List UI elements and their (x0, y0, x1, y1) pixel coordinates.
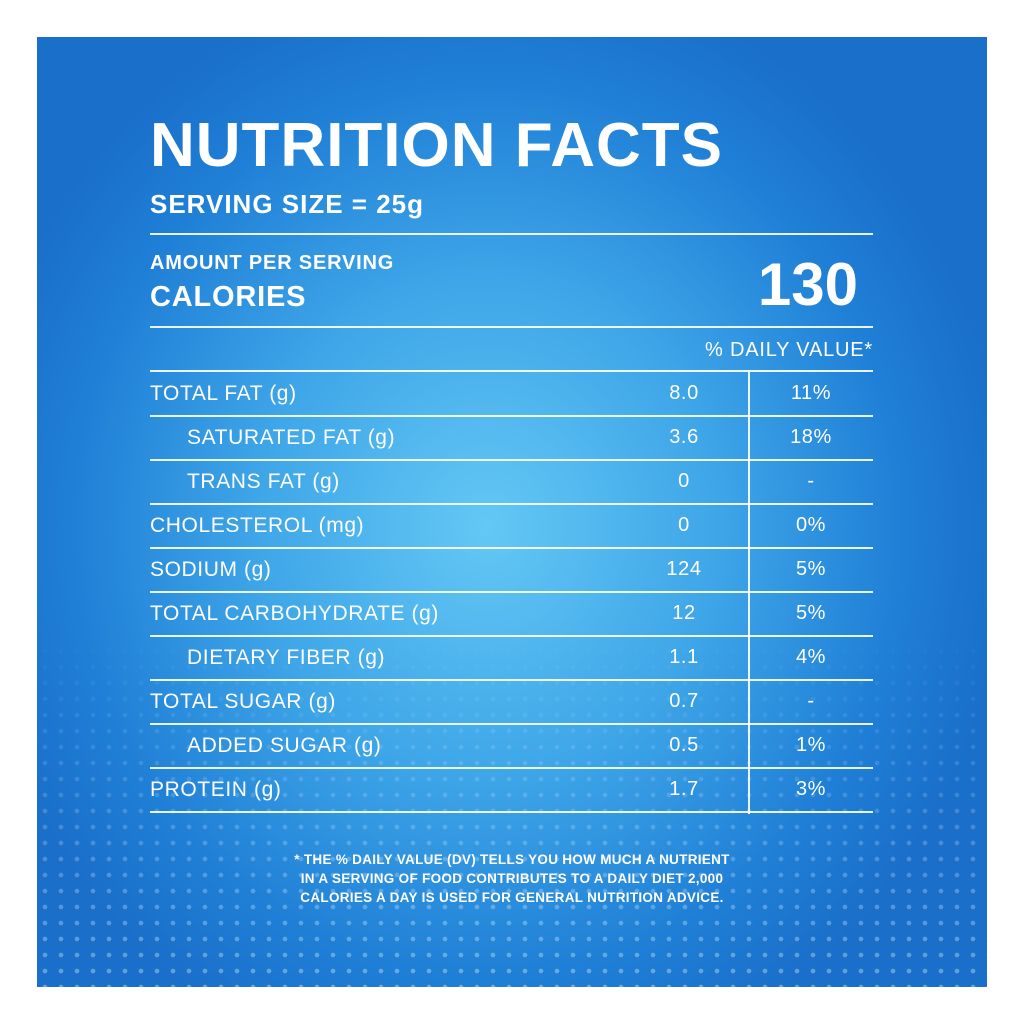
nutrient-row: TOTAL SUGAR (g) 0.7 - (0, 680, 1024, 725)
nutrient-name: SATURATED FAT (g) (187, 426, 396, 449)
nutrient-amount: 8.0 (669, 382, 699, 404)
divider (150, 370, 873, 372)
nutrient-row: PROTEIN (g) 1.7 3% (0, 768, 1024, 813)
nutrient-row: DIETARY FIBER (g) 1.1 4% (0, 636, 1024, 681)
footnote-line: IN A SERVING OF FOOD CONTRIBUTES TO A DA… (300, 871, 724, 886)
nutrient-amount: 0 (678, 514, 690, 536)
nutrient-amount: 1.1 (669, 646, 699, 668)
nutrient-daily-value: 11% (790, 382, 832, 404)
nutrient-name: SODIUM (g) (150, 558, 272, 581)
nutrient-amount: 3.6 (669, 426, 699, 448)
nutrient-row: SATURATED FAT (g) 3.6 18% (0, 416, 1024, 461)
nutrient-name: CHOLESTEROL (mg) (150, 514, 365, 537)
nutrient-daily-value: 18% (790, 426, 832, 448)
nutrient-name: TRANS FAT (g) (187, 470, 340, 493)
divider (150, 503, 873, 505)
nutrient-amount: 1.7 (669, 778, 699, 800)
nutrient-daily-value: 5% (795, 558, 827, 580)
divider (150, 767, 873, 769)
nutrient-name: TOTAL SUGAR (g) (150, 690, 336, 713)
footnote-line: CALORIES A DAY IS USED FOR GENERAL NUTRI… (300, 890, 724, 905)
nutrient-daily-value: 0% (795, 514, 827, 536)
nutrient-name: DIETARY FIBER (g) (187, 646, 386, 669)
dot-pattern (37, 627, 987, 987)
nutrient-row: TRANS FAT (g) 0 - (0, 460, 1024, 505)
nutrient-name: TOTAL CARBOHYDRATE (g) (150, 602, 439, 625)
column-divider (748, 372, 750, 814)
divider (150, 723, 873, 725)
background-panel (37, 37, 987, 987)
nutrient-daily-value: 5% (795, 602, 827, 624)
serving-size: SERVING SIZE = 25g (150, 189, 425, 219)
divider (150, 326, 873, 328)
nutrient-daily-value: 1% (795, 734, 827, 756)
divider (150, 459, 873, 461)
nutrient-row: TOTAL CARBOHYDRATE (g) 12 5% (0, 592, 1024, 637)
footnote-line: * THE % DAILY VALUE (DV) TELLS YOU HOW M… (294, 852, 730, 867)
divider (150, 679, 873, 681)
nutrient-daily-value: 4% (795, 646, 827, 668)
amount-per-serving: AMOUNT PER SERVING (150, 252, 395, 274)
nutrient-row: ADDED SUGAR (g) 0.5 1% (0, 724, 1024, 769)
nutrient-row: TOTAL FAT (g) 8.0 11% (0, 372, 1024, 417)
nutrient-amount: 12 (672, 602, 696, 624)
nutrient-amount: 0.7 (669, 690, 699, 712)
nutrient-name: PROTEIN (g) (150, 778, 282, 801)
nutrient-amount: 0 (678, 470, 690, 492)
nutrient-name: ADDED SUGAR (g) (187, 734, 382, 757)
divider (150, 635, 873, 637)
divider (150, 591, 873, 593)
title: NUTRITION FACTS (150, 111, 723, 180)
nutrient-amount: 124 (666, 558, 702, 580)
nutrient-daily-value: - (807, 690, 815, 712)
divider (150, 811, 873, 813)
nutrient-amount: 0.5 (669, 734, 699, 756)
nutrient-row: CHOLESTEROL (mg) 0 0% (0, 504, 1024, 549)
divider (150, 415, 873, 417)
calories-label: CALORIES (150, 281, 307, 313)
daily-value-header: % DAILY VALUE* (705, 339, 873, 361)
calories-value: 130 (757, 251, 858, 318)
divider (150, 547, 873, 549)
divider (150, 233, 873, 235)
nutrient-row: SODIUM (g) 124 5% (0, 548, 1024, 593)
nutrient-daily-value: - (807, 470, 815, 492)
nutrient-name: TOTAL FAT (g) (150, 382, 297, 405)
nutrient-daily-value: 3% (795, 778, 827, 800)
